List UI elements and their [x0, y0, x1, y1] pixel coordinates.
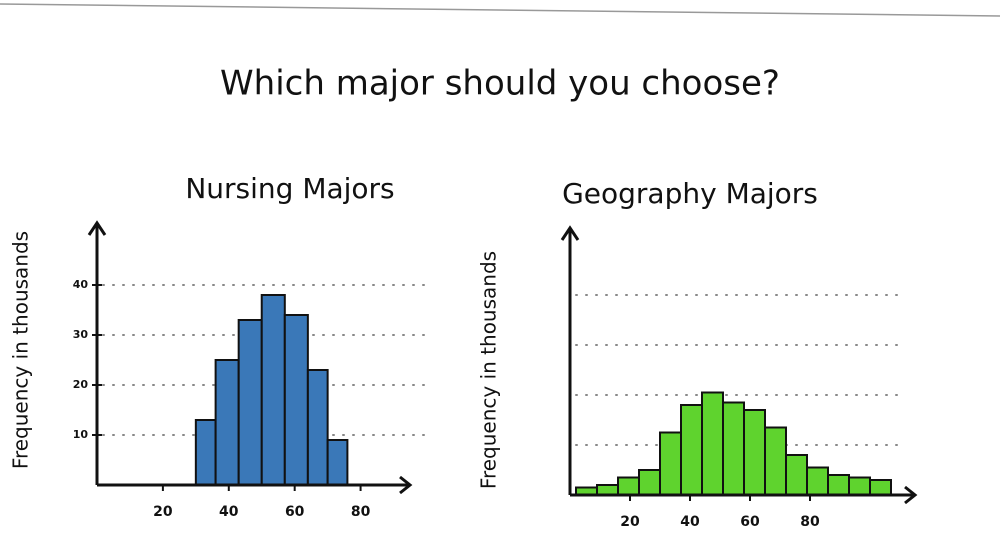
- bar: [827, 474, 850, 496]
- bar: [848, 476, 871, 496]
- chart-title: Geography Majors: [562, 177, 818, 210]
- x-axis: [97, 475, 413, 495]
- y-axis-label: Frequency in thousands: [9, 231, 33, 469]
- x-tick-label: 60: [740, 514, 760, 530]
- bar: [617, 476, 640, 496]
- y-tick-label: 40: [73, 278, 89, 291]
- x-tick-label: 80: [800, 514, 820, 530]
- y-axis-label: Frequency in thousands: [477, 251, 501, 489]
- bar: [214, 359, 240, 486]
- y-axis: [87, 220, 107, 485]
- bar: [326, 439, 349, 486]
- bar: [194, 419, 217, 486]
- x-tick-label: 20: [620, 514, 640, 530]
- bar: [237, 319, 263, 486]
- bar: [638, 469, 661, 496]
- y-tick-label: 10: [73, 428, 89, 441]
- bar: [806, 466, 829, 496]
- y-axis: [560, 225, 580, 495]
- bar: [283, 314, 309, 486]
- bar: [743, 409, 766, 496]
- bar: [659, 431, 682, 496]
- bar: [869, 479, 892, 496]
- x-tick-label: 60: [285, 504, 305, 520]
- top-rule: [0, 3, 1000, 17]
- bar: [701, 391, 724, 496]
- bar: [260, 294, 286, 486]
- x-tick-label: 20: [153, 504, 173, 520]
- y-tick-label: 20: [73, 378, 89, 391]
- x-tick-label: 40: [219, 504, 239, 520]
- x-tick-label: 40: [680, 514, 700, 530]
- x-axis: [570, 485, 918, 505]
- bar: [764, 426, 787, 496]
- bar: [722, 401, 745, 496]
- x-tick-label: 80: [351, 504, 371, 520]
- bar: [306, 369, 329, 486]
- page-title: Which major should you choose?: [220, 64, 780, 104]
- bar: [680, 404, 703, 496]
- y-tick-label: 30: [73, 328, 89, 341]
- chart-title: Nursing Majors: [185, 172, 394, 205]
- bar: [785, 454, 808, 496]
